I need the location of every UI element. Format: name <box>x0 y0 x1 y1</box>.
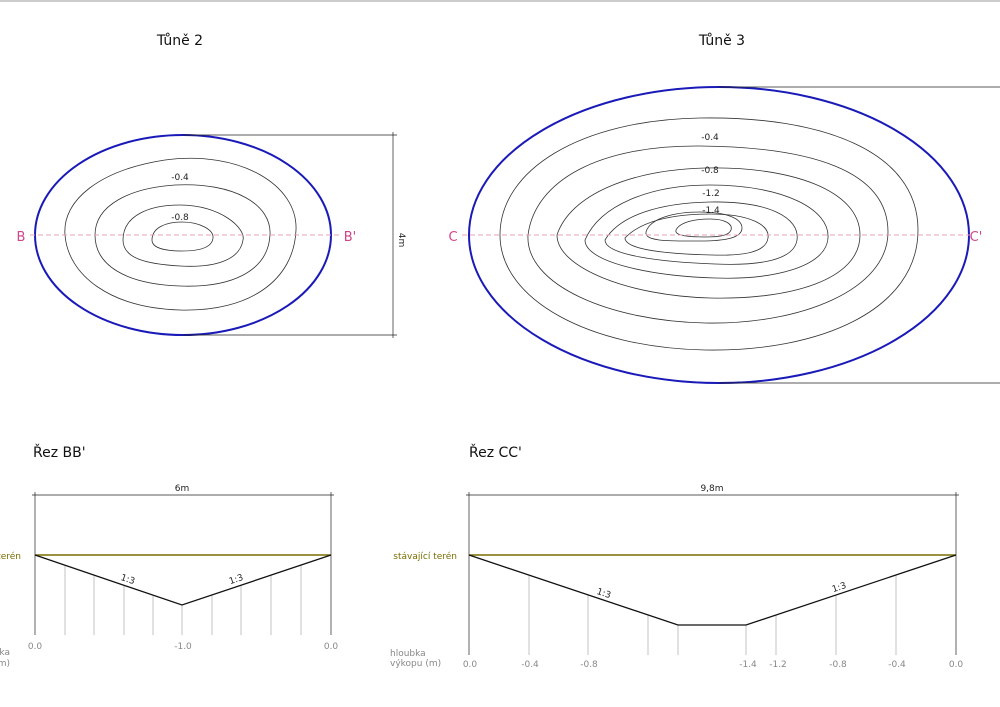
contour-label: -0.4 <box>701 133 719 143</box>
dimension-label: 9,8m <box>700 484 723 494</box>
excavation-profile <box>468 554 957 626</box>
slope-label: 1:3 <box>228 573 245 587</box>
hatch <box>528 575 897 655</box>
excavation-profile <box>34 554 332 606</box>
plan-title: Tůně 3 <box>698 33 745 49</box>
contour <box>64 157 297 311</box>
slope-label: 1:3 <box>119 573 136 587</box>
slope-label: 1:3 <box>595 587 612 601</box>
contour-label: -1.2 <box>702 189 720 199</box>
depth-caption: výkopu (m) <box>0 659 10 669</box>
section-mark: B' <box>344 230 357 245</box>
section-title: Řez BB' <box>33 444 86 461</box>
depth-label: 0.0 <box>949 660 964 670</box>
hatch <box>64 565 302 635</box>
contour <box>556 167 861 299</box>
plan-tune-2: -0.4 -0.8 B B' 4m <box>17 132 406 338</box>
slope-label: 1:3 <box>831 581 848 595</box>
contour <box>499 117 919 351</box>
contour <box>604 201 798 265</box>
contour <box>584 184 829 279</box>
contour <box>151 221 214 252</box>
plan-title: Tůně 2 <box>156 33 203 49</box>
depth-caption: výkopu (m) <box>390 659 441 669</box>
section-mark: B <box>17 230 26 245</box>
contour <box>527 145 889 324</box>
section-title: Řez CC' <box>469 444 522 461</box>
terrain-label: stávající terén <box>0 551 21 562</box>
dimension-label: 6m <box>175 484 190 494</box>
depth-labels: 0.0 -0.4 -0.8 -1.4 -1.2 -0.8 -0.4 0.0 <box>463 660 964 670</box>
depth-label: 0.0 <box>324 642 339 652</box>
depth-label: -0.8 <box>580 660 598 670</box>
contour-label: -0.4 <box>171 173 189 183</box>
plan-tune-3: -0.4 -0.8 -1.2 -1.4 C C' <box>448 86 1000 384</box>
depth-label: -1.4 <box>739 660 757 670</box>
depth-label: -1.0 <box>174 642 192 652</box>
depth-label: -1.2 <box>769 660 787 670</box>
depth-label: 0.0 <box>463 660 478 670</box>
contour <box>675 218 732 238</box>
dimension-label: 4m <box>396 233 406 248</box>
depth-caption: hloubka <box>0 648 10 658</box>
depth-label: -0.8 <box>829 660 847 670</box>
contour-label: -1.4 <box>702 206 720 216</box>
contour-label: -0.8 <box>171 213 189 223</box>
contour <box>624 213 769 256</box>
section-mark: C' <box>970 230 983 245</box>
depth-label: 0.0 <box>28 642 43 652</box>
section-mark: C <box>448 230 457 245</box>
terrain-label: stávající terén <box>393 551 457 562</box>
depth-caption: hloubka <box>390 649 426 659</box>
contour <box>122 204 244 267</box>
contour <box>645 211 743 242</box>
depth-label: -0.4 <box>521 660 539 670</box>
section-bb: Řez BB' 6m stávající terén 1:3 1:3 hloub… <box>0 444 338 669</box>
contour-label: -0.8 <box>701 166 719 176</box>
section-cc: Řez CC' 9,8m stávající terén 1:3 1:3 hlo… <box>390 444 963 670</box>
depth-label: -0.4 <box>888 660 906 670</box>
